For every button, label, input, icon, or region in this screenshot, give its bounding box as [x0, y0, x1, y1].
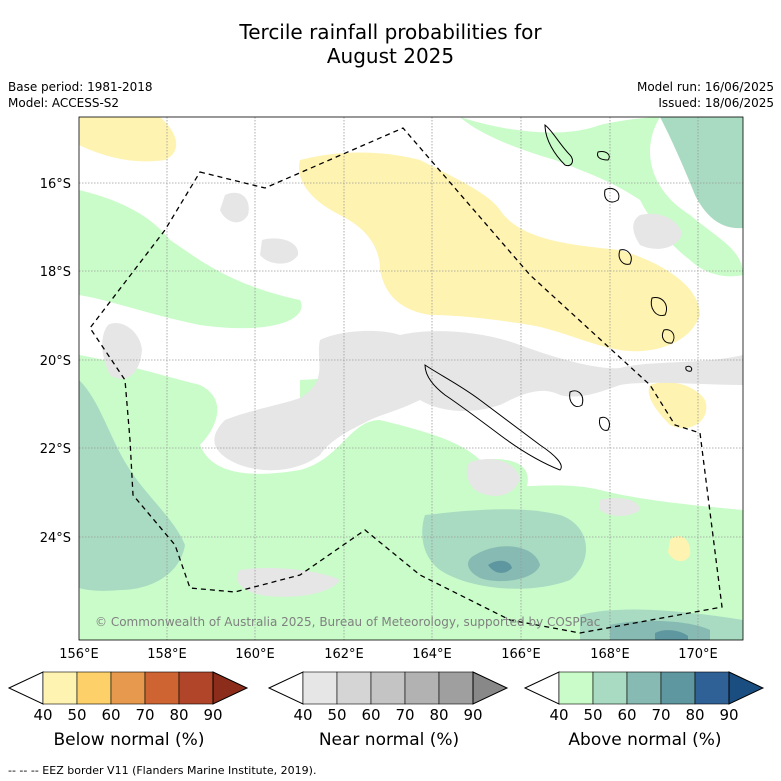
colorbar-segment [404, 671, 440, 705]
eez-border [89, 127, 723, 634]
colorbar-segment [302, 671, 338, 705]
colorbar-label-near: Near normal (%) [318, 730, 460, 750]
colorbar-extend-high [728, 671, 765, 705]
coastlines [424, 124, 693, 471]
colorbar-segment [694, 671, 730, 705]
lon-tick-label: 166°E [501, 647, 541, 662]
colorbar-tick-label: 80 [685, 706, 704, 724]
lat-tick-label: 18°S [40, 265, 71, 280]
colorbar-extend-high [472, 671, 509, 705]
colorbar-segment [144, 671, 180, 705]
model-run: Model run: 16/06/2025 [636, 80, 774, 94]
latitude-axis: 16°S 18°S 20°S 22°S 24°S [40, 177, 71, 546]
vanuatu-island [661, 329, 675, 344]
colorbar-tick-label: 40 [549, 706, 568, 724]
lon-tick-label: 160°E [235, 647, 275, 662]
vanuatu-island [544, 124, 573, 167]
colorbar-below-normal: 40 50 60 70 80 90 [7, 671, 249, 724]
new-caledonia-island [424, 364, 562, 471]
colorbar-segment [660, 671, 696, 705]
colorbar-tick-label: 60 [101, 706, 120, 724]
map-title-line2: August 2025 [326, 44, 455, 68]
colorbar-extend-high [212, 671, 249, 705]
colorbar-tick-label: 50 [583, 706, 602, 724]
map-title-line1: Tercile rainfall probabilities for [239, 20, 542, 44]
colorbar-above-normal: 40 50 60 70 80 90 [523, 671, 765, 724]
colorbar-tick-label: 40 [293, 706, 312, 724]
colorbar-segment [42, 671, 78, 705]
vanuatu-island [604, 187, 620, 203]
colorbar-segment [370, 671, 406, 705]
lon-tick-label: 156°E [59, 647, 99, 662]
colorbar-segment [626, 671, 662, 705]
base-period: Base period: 1981-2018 [8, 80, 153, 94]
colorbar-segment [76, 671, 112, 705]
colorbar-segment [336, 671, 372, 705]
colorbar-tick-label: 40 [33, 706, 52, 724]
vanuatu-island [650, 296, 667, 317]
lat-tick-label: 20°S [40, 354, 71, 369]
loyalty-island [569, 390, 584, 407]
colorbar-tick-label: 70 [651, 706, 670, 724]
colorbar-segment [110, 671, 146, 705]
colorbar-tick-label: 50 [327, 706, 346, 724]
colorbar-segment [592, 671, 628, 705]
colorbar-tick-label: 70 [135, 706, 154, 724]
loyalty-island [599, 416, 610, 431]
lon-tick-label: 170°E [678, 647, 718, 662]
copyright-notice: © Commonwealth of Australia 2025, Bureau… [95, 615, 600, 629]
colorbar-extend-low [267, 671, 304, 705]
colorbar-tick-label: 80 [169, 706, 188, 724]
graticule [79, 117, 743, 640]
vanuatu-island [618, 249, 632, 265]
colorbar-tick-label: 90 [463, 706, 482, 724]
colorbar-tick-label: 60 [361, 706, 380, 724]
colorbar-segment [558, 671, 594, 705]
colorbar-label-above: Above normal (%) [568, 730, 722, 750]
colorbar-segment [438, 671, 474, 705]
colorbar-tick-label: 50 [67, 706, 86, 724]
eez-legend-note: -- -- -- EEZ border V11 (Flanders Marine… [8, 764, 317, 777]
lat-tick-label: 24°S [40, 531, 71, 546]
colorbar-extend-low [7, 671, 44, 705]
lon-tick-label: 168°E [590, 647, 630, 662]
lat-tick-label: 22°S [40, 442, 71, 457]
colorbar-extend-low [523, 671, 560, 705]
below-normal-region [79, 117, 707, 562]
colorbar-tick-label: 90 [719, 706, 738, 724]
island [685, 365, 693, 372]
map-area: © Commonwealth of Australia 2025, Bureau… [79, 117, 743, 640]
colorbar-tick-label: 80 [429, 706, 448, 724]
issued-date: Issued: 18/06/2025 [658, 96, 774, 110]
colorbar-tick-label: 60 [617, 706, 636, 724]
model-name: Model: ACCESS-S2 [8, 96, 120, 110]
colorbar-label-below: Below normal (%) [53, 730, 205, 750]
lat-tick-label: 16°S [40, 177, 71, 192]
lon-tick-label: 164°E [412, 647, 452, 662]
colorbar-segment [178, 671, 214, 705]
colorbar-tick-label: 70 [395, 706, 414, 724]
vanuatu-island [597, 151, 610, 161]
colorbar-tick-label: 90 [203, 706, 222, 724]
near-normal-region [102, 192, 743, 597]
colorbar-near-normal: 40 50 60 70 80 90 [267, 671, 509, 724]
longitude-axis: 156°E 158°E 160°E 162°E 164°E 166°E 168°… [59, 647, 718, 662]
lon-tick-label: 158°E [147, 647, 187, 662]
map-frame [78, 116, 744, 641]
lon-tick-label: 162°E [324, 647, 364, 662]
above-normal-darkest-region [488, 560, 688, 640]
